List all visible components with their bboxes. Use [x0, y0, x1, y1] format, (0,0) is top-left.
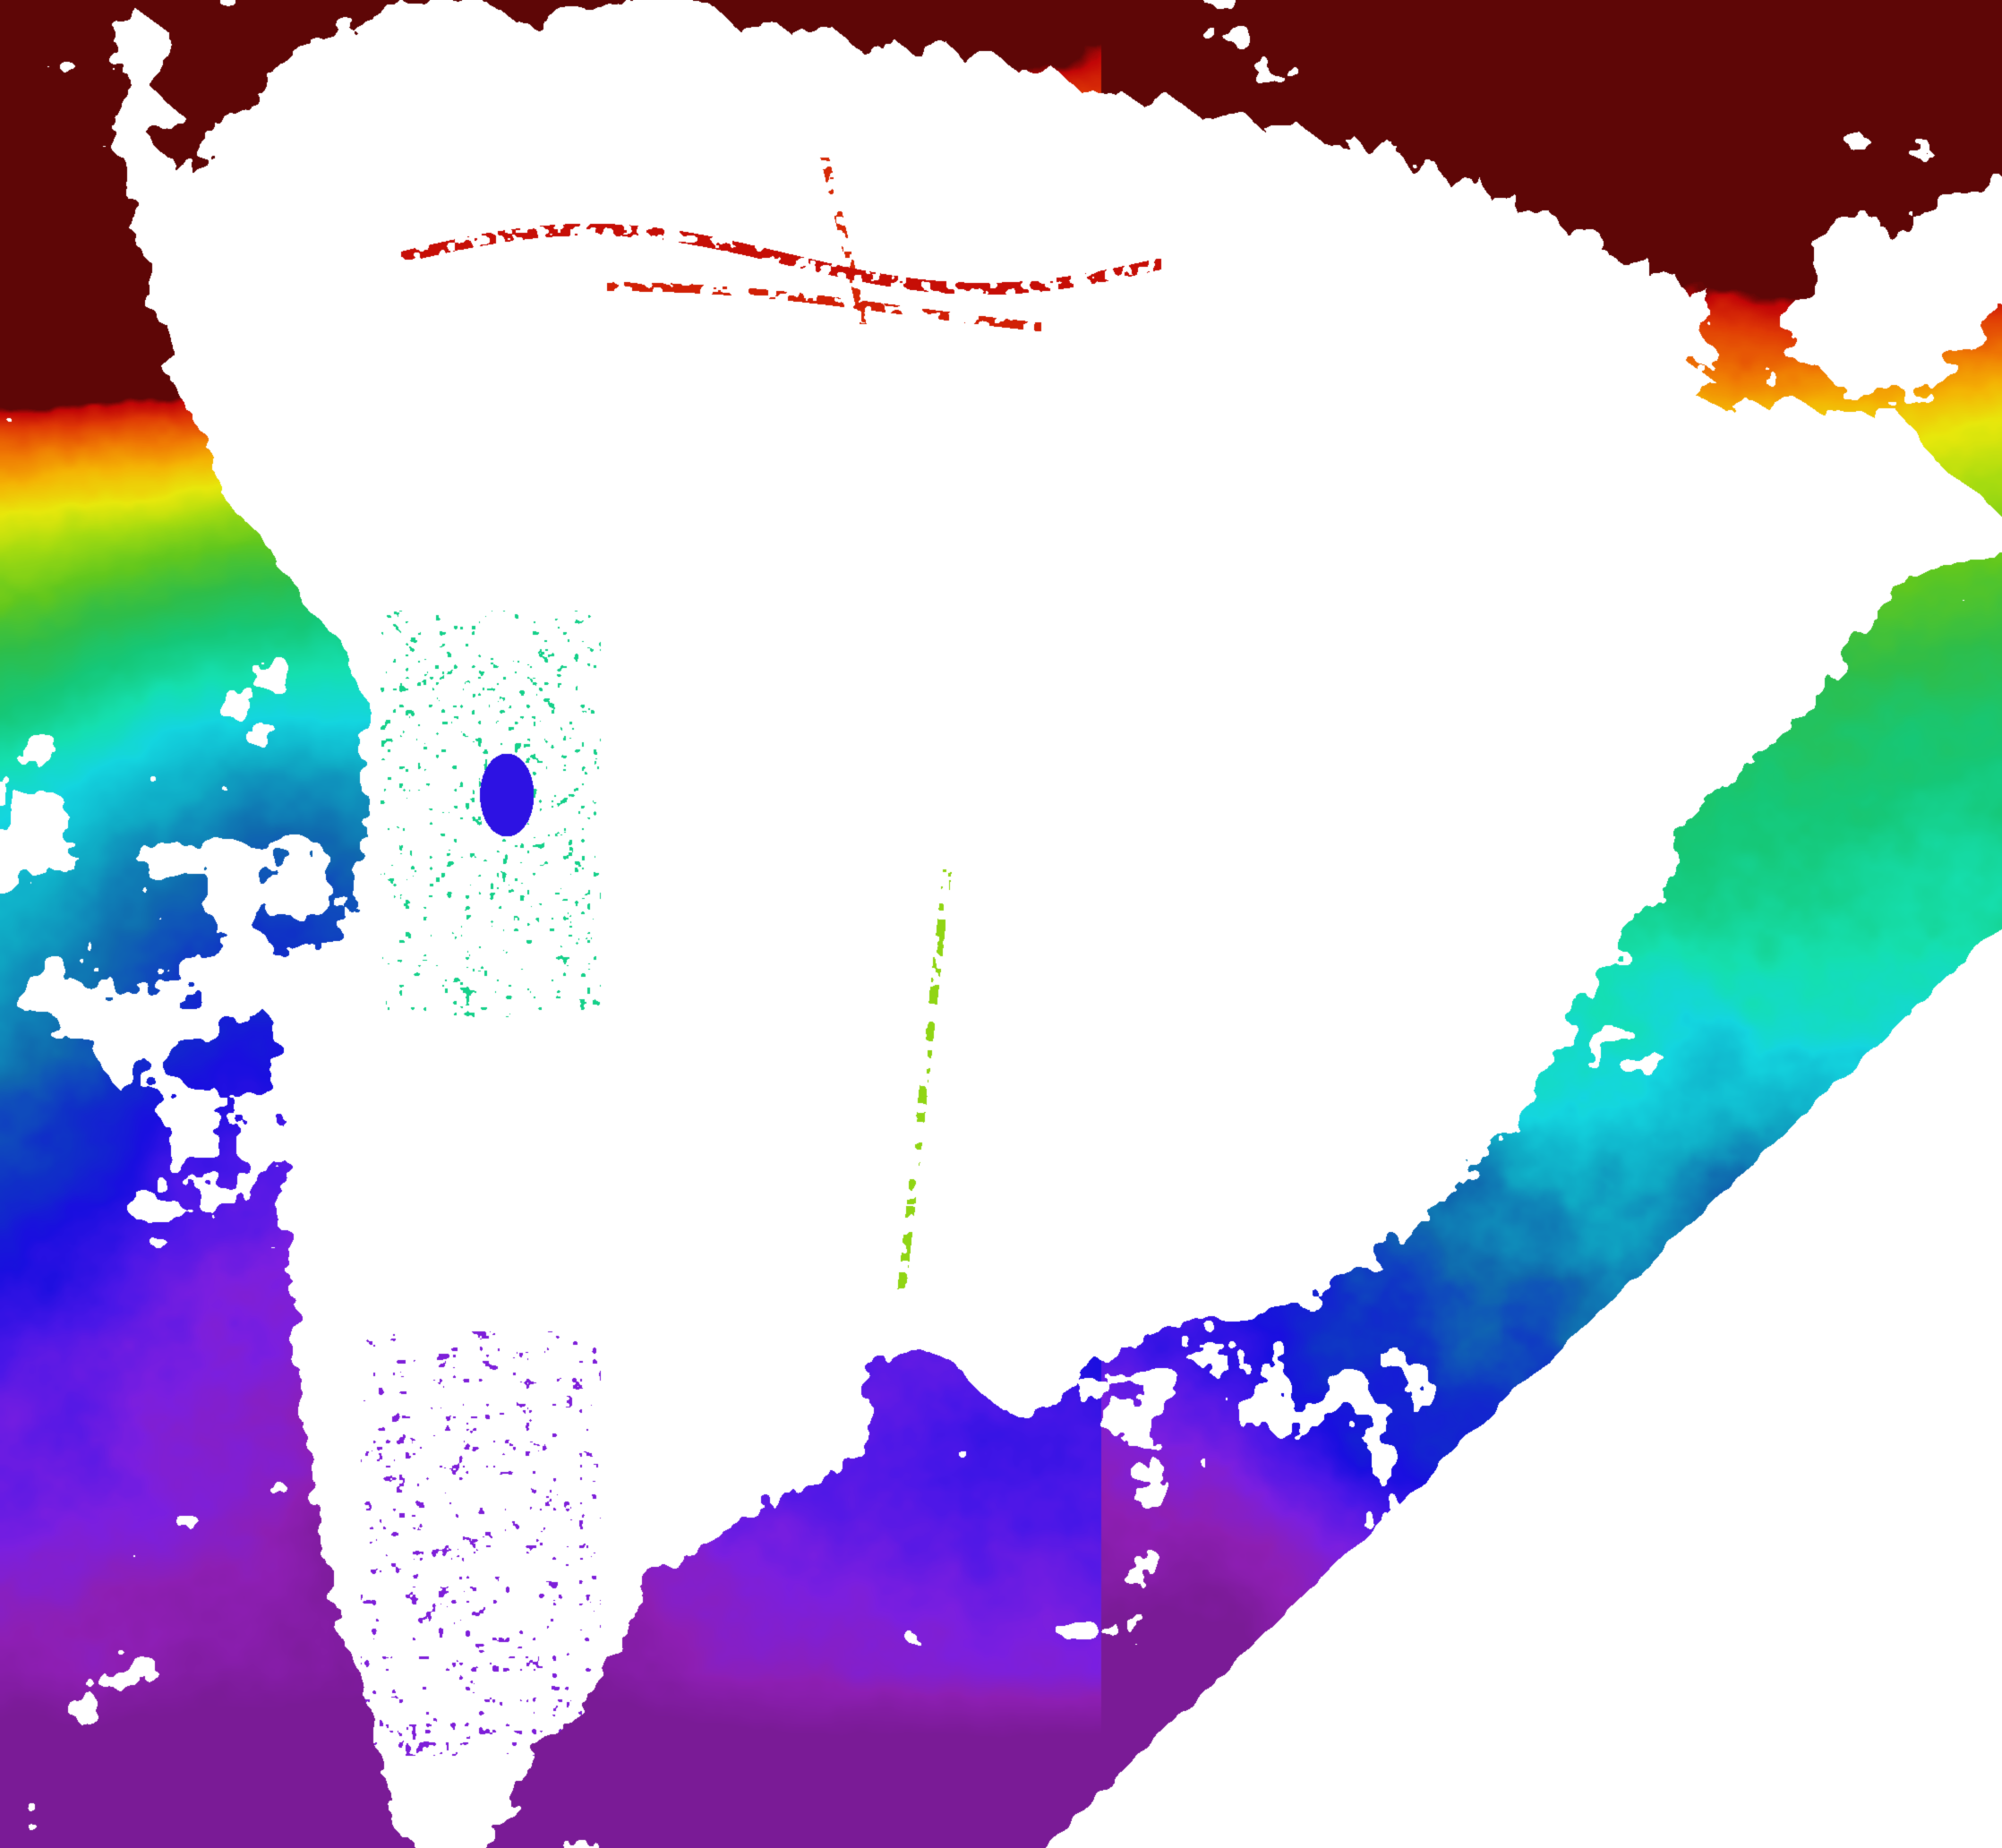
sea-surface-temperature-raster [0, 0, 2002, 1848]
sst-map-container: Sea Surface Temperature South America ra… [0, 0, 2002, 1848]
